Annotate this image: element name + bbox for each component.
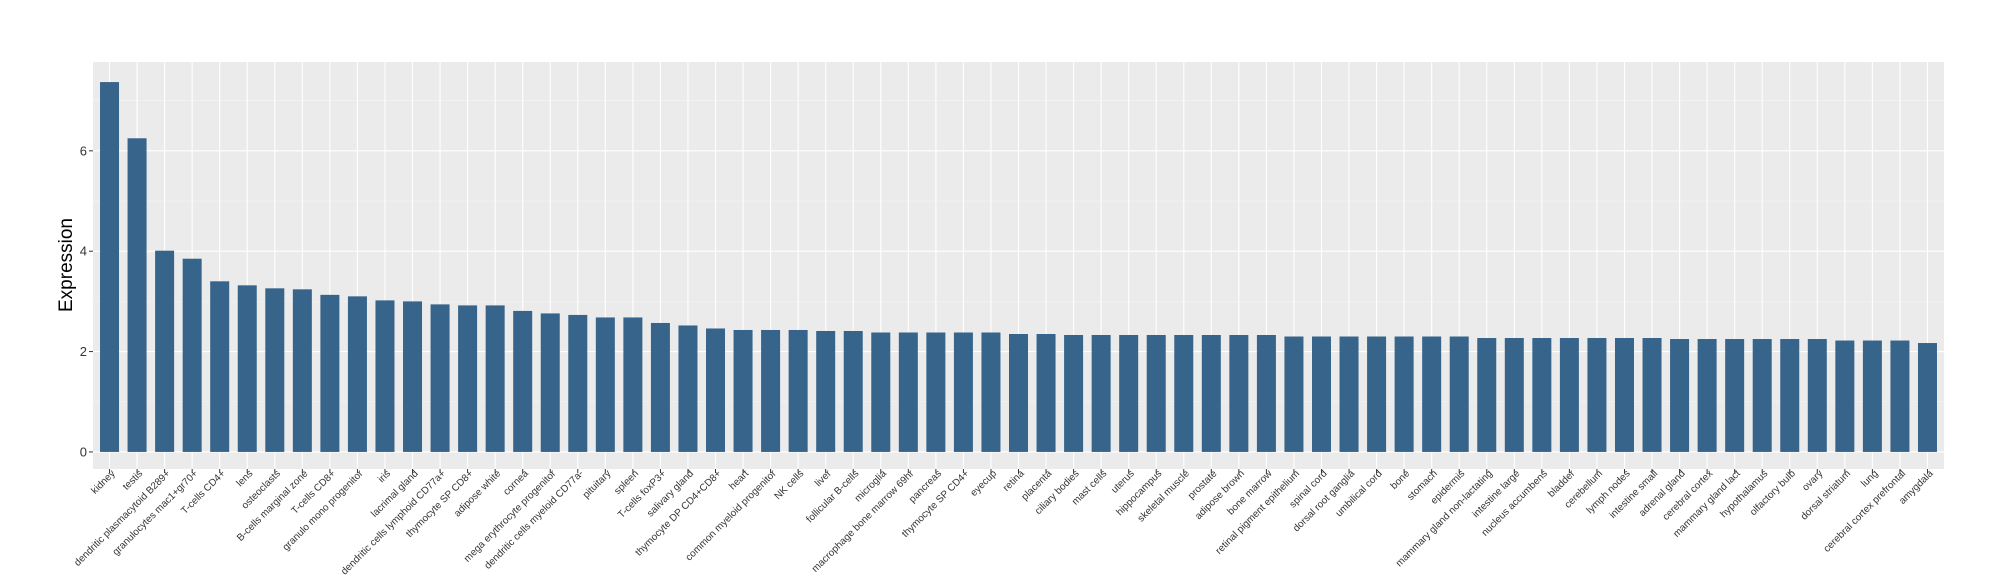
bar	[788, 329, 808, 452]
y-tick-label: 6	[80, 143, 87, 158]
bar	[816, 330, 836, 452]
bar	[1064, 335, 1084, 452]
bar	[127, 138, 147, 452]
bar	[1229, 335, 1249, 452]
y-axis-title: Expression	[56, 218, 77, 312]
bar	[347, 296, 367, 452]
x-tick-label: pituitary	[581, 468, 614, 501]
bar	[1614, 338, 1634, 452]
bar	[458, 305, 478, 452]
x-tick-label: NK cells	[773, 468, 807, 502]
bar	[1091, 335, 1111, 452]
x-tick-label: ovary	[1800, 468, 1825, 493]
y-tick-label: 2	[80, 344, 87, 359]
bar	[513, 310, 533, 452]
bar	[1146, 335, 1166, 452]
bar	[1009, 334, 1028, 452]
bar	[485, 305, 505, 452]
bar	[237, 285, 257, 452]
bar	[1862, 340, 1882, 452]
bar	[623, 317, 643, 452]
bar	[375, 300, 395, 452]
x-tick-label: eyecup	[968, 468, 999, 499]
bar	[1835, 340, 1855, 452]
bars	[100, 82, 1937, 452]
bar	[1119, 335, 1139, 452]
bar	[1036, 334, 1056, 452]
bar	[1807, 339, 1827, 452]
x-tick-label: macrophage bone marrow 69hr	[810, 468, 917, 575]
x-tick-label: T-cells foxP3+	[616, 468, 668, 520]
y-axis: 0 2 4 6	[80, 143, 93, 459]
bar	[1201, 335, 1221, 452]
bar	[1477, 338, 1497, 452]
x-tick-label: kidney	[89, 468, 117, 496]
bar	[953, 332, 973, 452]
y-tick-label: 0	[80, 444, 87, 459]
bar	[1311, 336, 1331, 452]
x-tick-label: testis	[121, 468, 145, 492]
bar	[155, 250, 175, 452]
bar	[1587, 338, 1607, 452]
x-tick-label: dorsal striatum	[1799, 468, 1853, 522]
bar	[1890, 340, 1910, 452]
x-tick-label: lens	[235, 468, 256, 489]
bar	[1670, 339, 1690, 452]
bar	[1449, 336, 1469, 452]
bar	[1284, 336, 1304, 452]
bar	[540, 313, 560, 452]
bar	[926, 332, 946, 452]
bar	[1256, 335, 1276, 452]
bar	[1504, 338, 1524, 452]
bar	[843, 330, 863, 452]
x-tick-label: lung	[1859, 468, 1880, 489]
y-tick-label: 4	[80, 244, 87, 259]
bar	[210, 281, 230, 452]
bar	[1339, 336, 1359, 452]
bar	[403, 301, 423, 452]
bar	[761, 329, 781, 452]
bar	[1725, 339, 1745, 452]
bar	[678, 325, 698, 452]
bar	[733, 329, 753, 452]
x-tick-label: skeletal muscle	[1136, 468, 1192, 524]
x-tick-label: retina	[1001, 468, 1027, 494]
bar	[182, 258, 202, 452]
bar	[1917, 343, 1937, 452]
bar	[100, 82, 120, 452]
bar	[706, 328, 726, 452]
bar	[1780, 339, 1800, 452]
bar	[1394, 336, 1414, 452]
bar	[292, 289, 312, 452]
x-tick-label: bone	[1389, 468, 1413, 492]
bar	[981, 332, 1001, 452]
x-tick-label: liver	[813, 468, 834, 489]
bar	[1642, 338, 1662, 452]
x-tick-label: iris	[376, 468, 393, 485]
bar	[1559, 338, 1579, 452]
bar	[871, 332, 891, 452]
bar	[1174, 335, 1194, 452]
bar	[1532, 338, 1552, 452]
bar	[650, 322, 670, 452]
x-tick-label: heart	[727, 468, 751, 492]
bar	[430, 304, 450, 452]
bar	[320, 294, 340, 452]
bar	[265, 288, 285, 452]
bar	[1752, 339, 1772, 452]
bar	[1367, 336, 1387, 452]
bar	[595, 317, 615, 452]
bar	[1697, 339, 1717, 452]
bar	[568, 314, 588, 452]
bar	[1422, 336, 1442, 452]
bar	[898, 332, 918, 452]
